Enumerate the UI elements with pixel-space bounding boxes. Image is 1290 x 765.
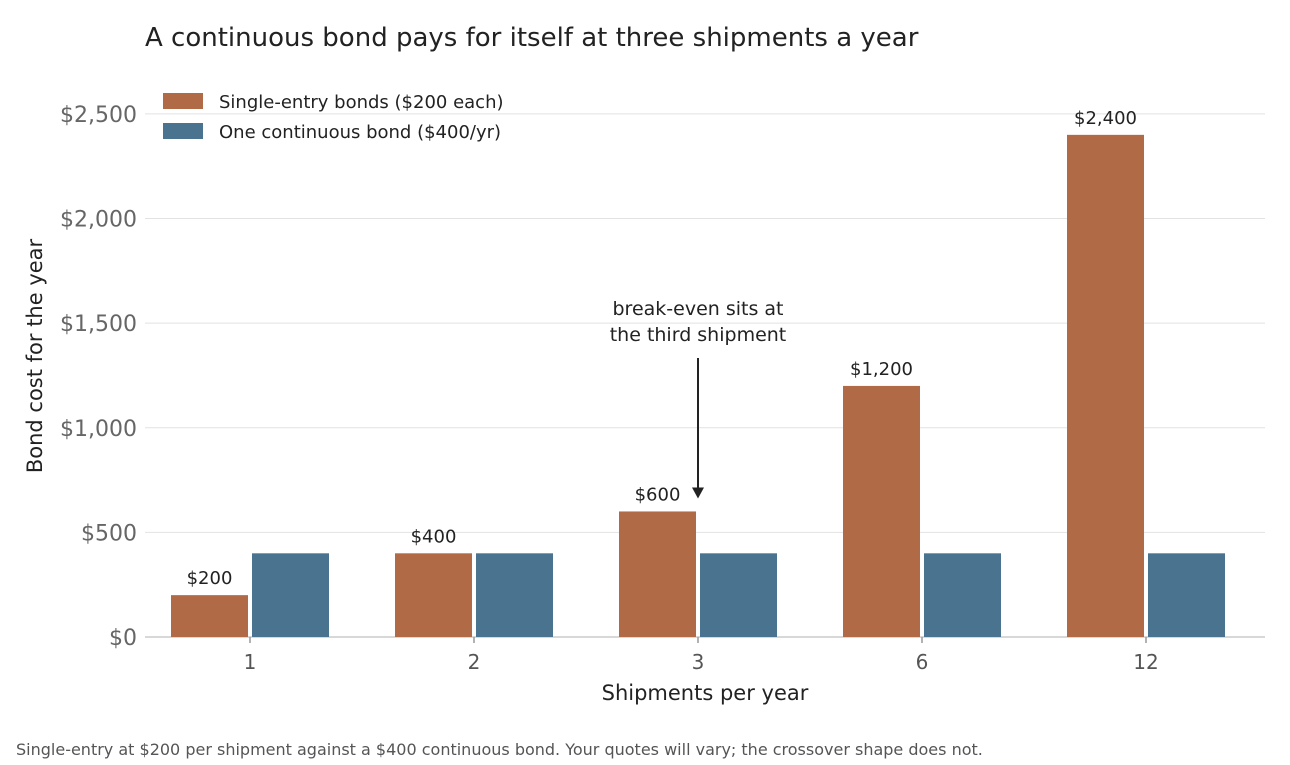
legend-label-single-entry: Single-entry bonds ($200 each) xyxy=(219,92,504,113)
legend-swatch-single-entry xyxy=(163,93,203,109)
data-labels: $200 $400 $600 $1,200 $2,400 xyxy=(187,108,1137,589)
y-tick-label: $1,500 xyxy=(60,312,137,337)
legend-label-continuous: One continuous bond ($400/yr) xyxy=(219,122,501,143)
data-label-1: $200 xyxy=(187,568,233,589)
bar-continuous-2 xyxy=(476,553,553,637)
chart-title: A continuous bond pays for itself at thr… xyxy=(145,23,919,53)
y-tick-label: $0 xyxy=(109,626,137,651)
bar-single-entry-6 xyxy=(843,385,920,637)
data-label-3: $600 xyxy=(635,484,681,505)
y-tick-label: $1,000 xyxy=(60,417,137,442)
x-tick-label: 12 xyxy=(1133,650,1158,674)
break-even-annotation: break-even sits at the third shipment xyxy=(610,298,787,499)
bars xyxy=(171,134,1225,637)
bar-single-entry-3 xyxy=(619,511,696,637)
bar-single-entry-2 xyxy=(395,553,472,637)
legend: Single-entry bonds ($200 each) One conti… xyxy=(163,92,504,143)
chart-caption: Single-entry at $200 per shipment agains… xyxy=(16,740,983,759)
annotation-arrow-head xyxy=(692,487,704,499)
bar-continuous-3 xyxy=(700,553,777,637)
x-tick-label: 2 xyxy=(468,650,481,674)
bar-continuous-6 xyxy=(924,553,1001,637)
x-tick-label: 6 xyxy=(916,650,929,674)
bar-continuous-1 xyxy=(252,553,329,637)
bar-continuous-12 xyxy=(1148,553,1225,637)
y-tick-label: $2,500 xyxy=(60,103,137,128)
data-label-2: $400 xyxy=(411,526,457,547)
x-tick-label: 3 xyxy=(692,650,705,674)
annotation-line-2: the third shipment xyxy=(610,324,787,346)
bar-single-entry-1 xyxy=(171,595,248,637)
annotation-line-1: break-even sits at xyxy=(612,298,783,320)
data-label-6: $1,200 xyxy=(850,359,913,380)
y-tick-label: $2,000 xyxy=(60,208,137,233)
data-label-12: $2,400 xyxy=(1074,108,1137,129)
legend-swatch-continuous xyxy=(163,123,203,139)
bar-single-entry-12 xyxy=(1067,134,1144,637)
x-axis-label: Shipments per year xyxy=(602,681,809,705)
y-tick-label: $500 xyxy=(81,521,137,546)
y-axis-label: Bond cost for the year xyxy=(23,238,47,473)
x-tick-label: 1 xyxy=(244,650,257,674)
